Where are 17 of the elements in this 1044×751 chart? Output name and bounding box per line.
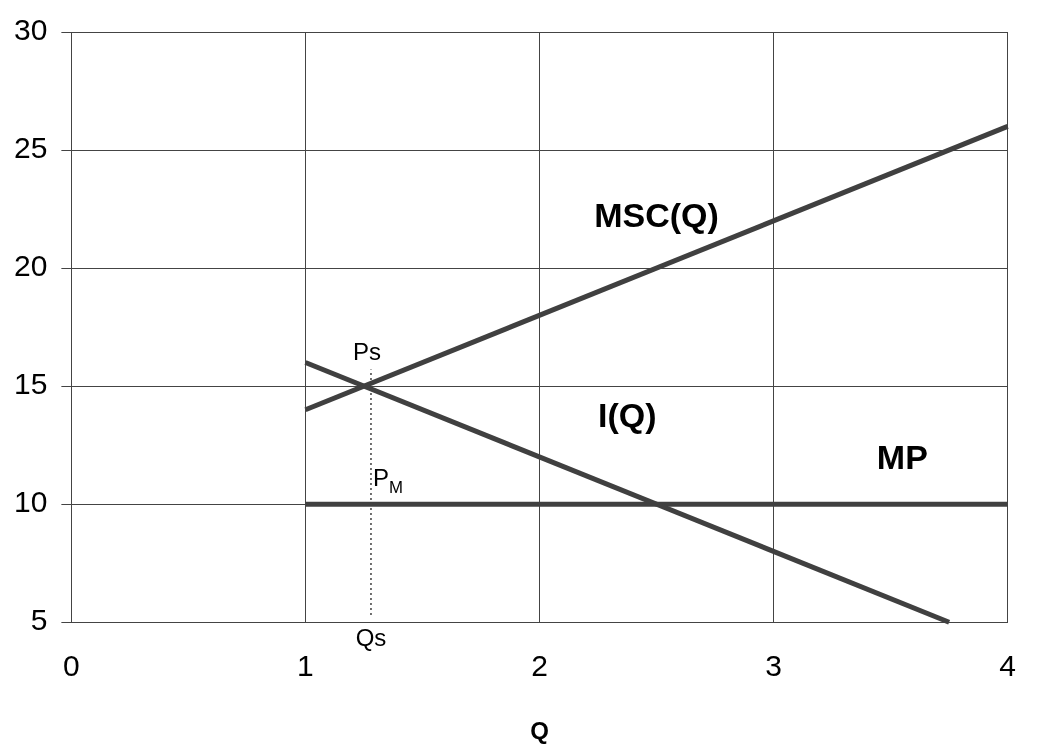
y-tick-label: 15 bbox=[13, 367, 48, 401]
y-tick-label: 5 bbox=[30, 603, 48, 637]
series-label: MSC(Q) bbox=[594, 196, 719, 235]
x-tick-label: 2 bbox=[531, 649, 548, 683]
text: Qs bbox=[355, 624, 387, 652]
x-tick-label: 4 bbox=[999, 649, 1016, 683]
series-label: MP bbox=[876, 437, 928, 476]
y-tick-label: 10 bbox=[13, 485, 48, 519]
x-tick-label: 1 bbox=[297, 649, 314, 683]
y-tick-label: 20 bbox=[13, 249, 48, 283]
x-tick-label: 3 bbox=[765, 649, 782, 683]
y-tick-label: 30 bbox=[13, 13, 48, 47]
series-label: I(Q) bbox=[598, 395, 657, 434]
annotation: Ps bbox=[352, 337, 381, 365]
x-tick-label: 0 bbox=[63, 649, 80, 683]
x-axis-title: Q bbox=[530, 717, 549, 745]
y-tick-label: 25 bbox=[13, 131, 48, 165]
